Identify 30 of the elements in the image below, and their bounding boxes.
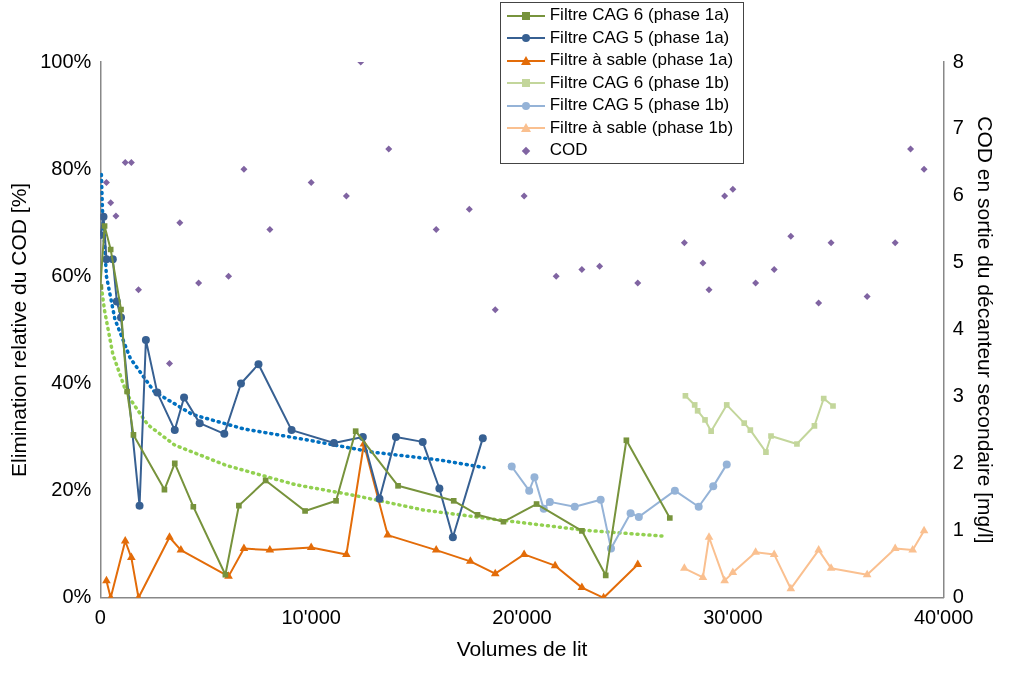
legend-label: Filtre CAG 6 (phase 1a) bbox=[549, 5, 730, 24]
y2-tick-label: 4 bbox=[952, 317, 964, 340]
y-tick-label: 20% bbox=[51, 478, 92, 501]
y-tick-label: 100% bbox=[40, 49, 92, 72]
y-tick-label: 80% bbox=[51, 156, 92, 179]
x-tick-label: 10'000 bbox=[281, 606, 341, 629]
x-tick-label: 30'000 bbox=[703, 606, 763, 629]
legend-label: Filtre à sable (phase 1b) bbox=[549, 117, 734, 137]
legend-label: COD bbox=[549, 140, 588, 159]
y2-tick-label: 7 bbox=[952, 116, 964, 139]
legend-label: Filtre CAG 6 (phase 1b) bbox=[549, 72, 730, 92]
y2-tick-label: 8 bbox=[952, 49, 964, 72]
y2-tick-label: 0 bbox=[952, 585, 964, 608]
x-tick-label: 40'000 bbox=[913, 606, 974, 629]
x-axis-title: Volumes de lit bbox=[456, 637, 588, 661]
legend-label: Filtre à sable (phase 1a) bbox=[549, 50, 734, 69]
y-axis-title: Elimination relative du COD [%] bbox=[7, 182, 31, 477]
legend-label: Filtre CAG 5 (phase 1b) bbox=[549, 95, 730, 114]
y2-tick-label: 2 bbox=[952, 451, 964, 474]
x-tick-label: 0 bbox=[94, 606, 106, 629]
y-tick-label: 40% bbox=[51, 371, 92, 393]
x-tick-label: 20'000 bbox=[492, 606, 552, 629]
legend-label: Filtre CAG 5 (phase 1a) bbox=[549, 27, 730, 47]
y2-tick-label: 1 bbox=[952, 518, 964, 541]
y2-axis-title: COD en sortie du décanteur secondaire [mg/l] bbox=[973, 116, 997, 544]
y-tick-label: 60% bbox=[51, 263, 92, 286]
y2-tick-label: 6 bbox=[952, 183, 964, 206]
y2-tick-label: 3 bbox=[952, 384, 964, 407]
y2-tick-label: 5 bbox=[952, 250, 964, 273]
y-tick-label: 0% bbox=[62, 585, 92, 608]
